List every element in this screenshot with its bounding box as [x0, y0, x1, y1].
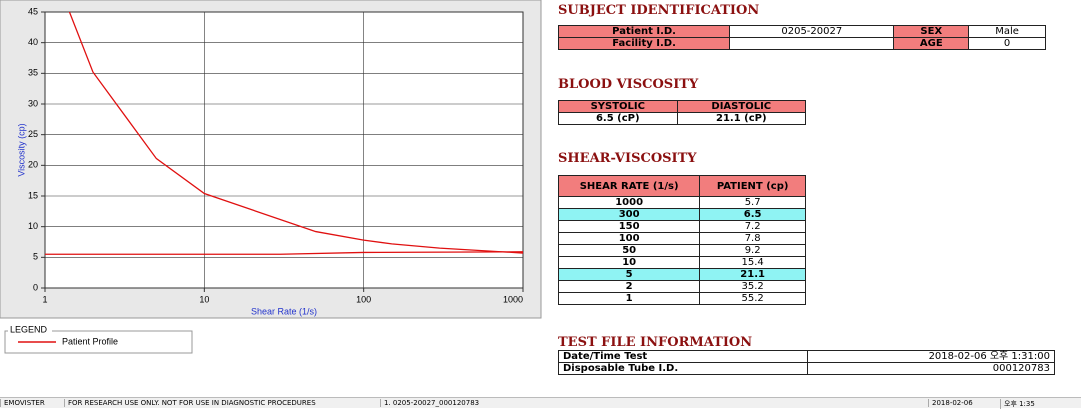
cell: Date/Time Test — [558, 350, 808, 363]
cell: 1 — [557, 292, 701, 305]
table: Date/Time Test 2018-02-06 오후 1:31:00 Dispo… — [558, 350, 1055, 375]
cell: 9.2 — [699, 244, 806, 257]
table-row: 10 15.4 — [557, 256, 806, 269]
cell: SEX — [893, 25, 970, 38]
y-tick-label: 10 — [28, 221, 38, 231]
y-axis-label: Viscosity (cp) — [16, 123, 26, 176]
table-row: 50 9.2 — [557, 244, 806, 257]
y-tick-label: 20 — [28, 160, 38, 170]
cell: 0205-20027 — [729, 25, 895, 38]
cell: Patient I.D. — [557, 25, 731, 38]
series-line — [68, 12, 523, 254]
y-tick-label: 5 — [33, 252, 38, 262]
table-row: 6.5 (cP) 21.1 (cP) — [558, 112, 807, 125]
cell: 2 — [557, 280, 701, 293]
cell: 0 — [968, 37, 1046, 50]
legend-title: LEGEND — [10, 324, 48, 334]
x-tick-label: 10 — [199, 294, 209, 304]
cell: 50 — [557, 244, 701, 257]
table-row: 300 6.5 — [557, 208, 806, 221]
cell: 7.2 — [699, 220, 806, 233]
cell — [729, 37, 895, 50]
table-row: 1000 5.7 — [557, 196, 806, 209]
table-row: 150 7.2 — [557, 220, 806, 233]
plot-area — [44, 11, 524, 289]
cell: Facility I.D. — [557, 37, 731, 50]
cell: 150 — [557, 220, 701, 233]
y-tick-label: 15 — [28, 190, 38, 200]
cell: 21.1 (cP) — [676, 112, 807, 125]
header-cell: SHEAR RATE (1/s) — [557, 175, 701, 197]
cell: 000120783 — [807, 362, 1055, 375]
y-tick-label: 45 — [28, 6, 38, 16]
header-row: SYSTOLIC DIASTOLIC — [558, 100, 807, 113]
table: SYSTOLIC DIASTOLIC 6.5 (cP) 21.1 (cP) — [558, 100, 807, 125]
legend-label: Patient Profile — [62, 336, 118, 346]
table-row: Disposable Tube I.D. 000120783 — [558, 362, 1055, 375]
cell: 2018-02-06 오후 1:31:00 — [807, 350, 1055, 363]
y-tick-label: 35 — [28, 68, 38, 78]
status-field: 1. 0205-20027_000120783 — [380, 399, 479, 407]
cell: 100 — [557, 232, 701, 245]
chart: Shear Rate (1/s) Viscosity (cp) LEGEND 0… — [0, 0, 542, 354]
cell: 21.1 — [699, 268, 806, 281]
cell: 7.8 — [699, 232, 806, 245]
cell: 15.4 — [699, 256, 806, 269]
status-field: EMOVISTER — [0, 399, 45, 407]
x-tick-label: 1 — [42, 294, 47, 304]
table-row: 5 21.1 — [557, 268, 806, 281]
cell: 6.5 — [699, 208, 806, 221]
section-title: SHEAR-VISCOSITY — [558, 151, 697, 166]
y-tick-label: 25 — [28, 129, 38, 139]
cell: Male — [968, 25, 1046, 38]
table-row: Facility I.D. AGE 0 — [557, 37, 1046, 50]
table-row: Patient I.D. 0205-20027 SEX Male — [557, 25, 1046, 38]
cell: Disposable Tube I.D. — [558, 362, 808, 375]
cell: 300 — [557, 208, 701, 221]
header-cell: DIASTOLIC — [676, 100, 807, 113]
status-field: 2018-02-06 — [928, 399, 973, 407]
cell: 1000 — [557, 196, 701, 209]
status-field: FOR RESEARCH USE ONLY. NOT FOR USE IN DI… — [64, 399, 316, 407]
y-tick-label: 40 — [28, 37, 38, 47]
cell: 5 — [557, 268, 701, 281]
table: Patient I.D. 0205-20027 SEX Male Facility I.… — [557, 25, 1046, 50]
status-field: 오후 1:35 — [1000, 399, 1035, 409]
y-tick-label: 0 — [33, 282, 38, 292]
y-tick-label: 30 — [28, 98, 38, 108]
header-row: SHEAR RATE (1/s) PATIENT (cp) — [557, 175, 806, 197]
x-axis-label: Shear Rate (1/s) — [251, 306, 317, 316]
legend-box — [4, 330, 193, 354]
section-title: BLOOD VISCOSITY — [558, 77, 699, 92]
section-title: SUBJECT IDENTIFICATION — [558, 3, 760, 18]
header-cell: SYSTOLIC — [558, 100, 678, 113]
cell: 35.2 — [699, 280, 806, 293]
section-title: TEST FILE INFORMATION — [558, 335, 753, 350]
header-cell: PATIENT (cp) — [699, 175, 806, 197]
x-tick-label: 100 — [356, 294, 371, 304]
table-row: 1 55.2 — [557, 292, 806, 305]
table-row: Date/Time Test 2018-02-06 오후 1:31:00 — [558, 350, 1055, 363]
status-bar: EMOVISTER FOR RESEARCH USE ONLY. NOT FOR … — [0, 397, 1081, 409]
cell: 5.7 — [699, 196, 806, 209]
cell: 6.5 (cP) — [558, 112, 678, 125]
series-line — [45, 251, 523, 255]
table-row: 100 7.8 — [557, 232, 806, 245]
cell: 10 — [557, 256, 701, 269]
table: SHEAR RATE (1/s) PATIENT (cp) 1000 5.7 300 6.… — [557, 175, 806, 305]
x-tick-label: 1000 — [503, 294, 523, 304]
table-row: 2 35.2 — [557, 280, 806, 293]
legend-title-bg — [8, 324, 52, 334]
cell: 55.2 — [699, 292, 806, 305]
cell: AGE — [893, 37, 970, 50]
